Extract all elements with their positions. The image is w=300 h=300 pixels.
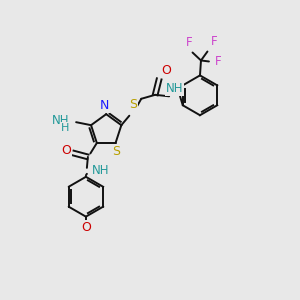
Text: N: N (100, 99, 109, 112)
Text: F: F (211, 34, 217, 47)
Text: NH: NH (92, 164, 110, 177)
Text: S: S (129, 98, 137, 111)
Text: S: S (112, 145, 121, 158)
Text: H: H (61, 123, 69, 133)
Text: NH: NH (52, 114, 69, 127)
Text: F: F (186, 35, 192, 49)
Text: NH: NH (166, 82, 183, 95)
Text: O: O (161, 64, 171, 77)
Text: O: O (81, 221, 91, 234)
Text: F: F (215, 55, 221, 68)
Text: O: O (61, 144, 71, 158)
